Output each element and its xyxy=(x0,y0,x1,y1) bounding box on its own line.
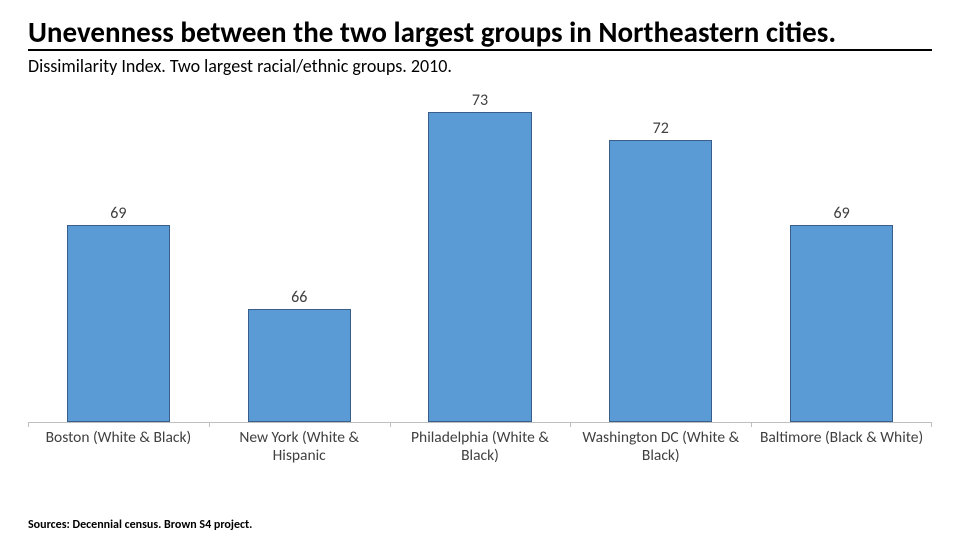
bar-value-label: 69 xyxy=(110,204,126,223)
bar: 73 xyxy=(428,112,531,423)
dissimilarity-bar-chart: 69 66 73 72 69 xyxy=(28,83,932,423)
x-axis-label: Baltimore (Black & White) xyxy=(751,423,932,465)
x-axis-label: New York (White & Hispanic xyxy=(209,423,390,465)
slide-title: Unevenness between the two largest group… xyxy=(28,16,932,51)
x-axis-label: Washington DC (White & Black) xyxy=(570,423,751,465)
bar: 69 xyxy=(67,225,170,423)
slide-subtitle: Dissimilarity Index. Two largest racial/… xyxy=(28,55,932,77)
bar-value-label: 73 xyxy=(472,91,488,110)
x-axis-label: Philadelphia (White & Black) xyxy=(390,423,571,465)
x-axis-labels: Boston (White & Black)New York (White & … xyxy=(28,423,932,465)
x-axis-label: Boston (White & Black) xyxy=(28,423,209,465)
bar-value-label: 66 xyxy=(291,288,307,307)
bar-value-label: 72 xyxy=(653,119,669,138)
bar-value-label: 69 xyxy=(833,204,849,223)
sources-footnote: Sources: Decennial census. Brown S4 proj… xyxy=(28,518,252,532)
bar: 66 xyxy=(248,309,351,422)
bar: 69 xyxy=(790,225,893,423)
bar: 72 xyxy=(609,140,712,423)
